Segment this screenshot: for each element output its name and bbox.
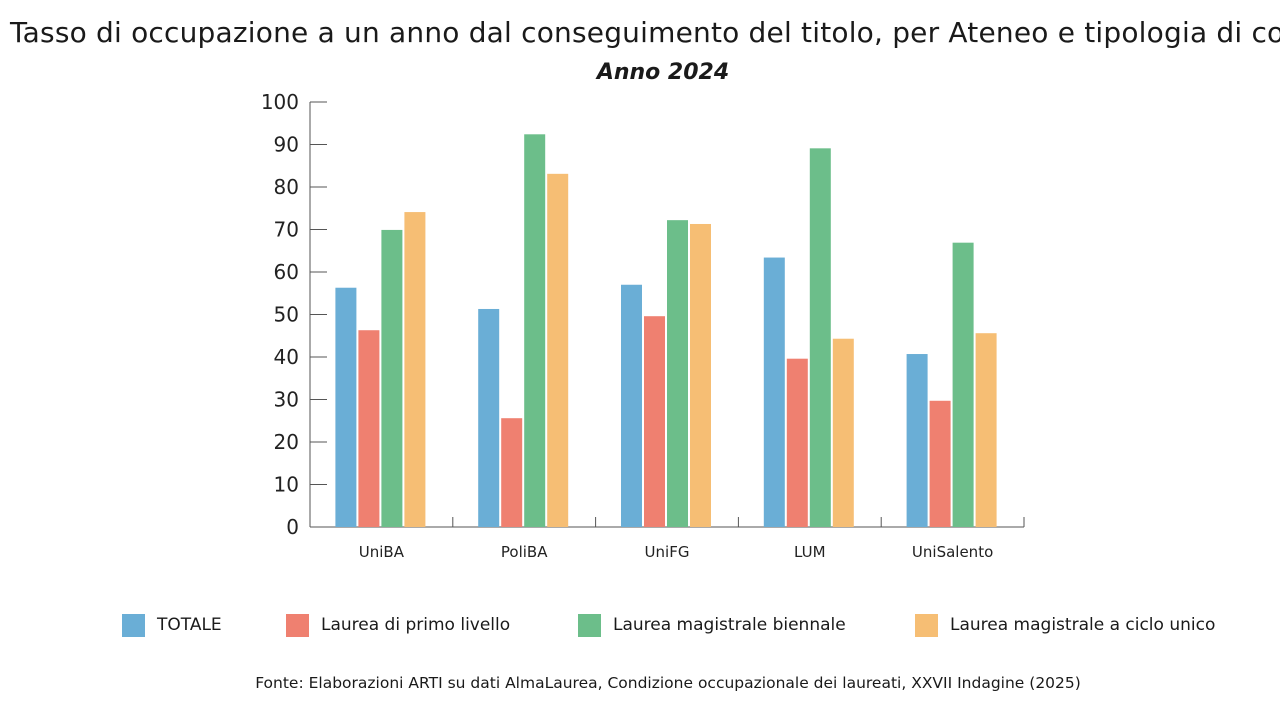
bar: [832, 338, 854, 527]
y-tick-label: 50: [274, 303, 299, 327]
bar: [786, 358, 808, 527]
bar: [335, 287, 357, 527]
legend-item: Laurea magistrale biennale: [578, 611, 846, 639]
bar: [358, 330, 380, 527]
bar: [929, 400, 951, 527]
bar: [975, 333, 997, 527]
legend-label: Laurea di primo livello: [321, 615, 511, 635]
y-tick-label: 30: [274, 388, 299, 412]
y-tick-label: 10: [274, 473, 299, 497]
bar: [763, 257, 785, 527]
bar: [690, 223, 711, 527]
bar: [644, 316, 665, 527]
x-tick-label: LUM: [794, 543, 826, 561]
bar: [381, 229, 403, 528]
source-note: Fonte: Elaborazioni ARTI su dati AlmaLau…: [255, 674, 1081, 692]
y-tick-label: 60: [274, 260, 299, 284]
bar: [547, 173, 569, 527]
y-tick-label: 100: [261, 90, 299, 114]
x-tick-label: UniSalento: [912, 543, 993, 561]
bar: [621, 284, 642, 527]
y-tick-label: 40: [274, 345, 299, 369]
bar: [404, 212, 426, 527]
legend-label: Laurea magistrale a ciclo unico: [950, 615, 1216, 635]
bar: [667, 220, 688, 527]
legend-item: Laurea di primo livello: [286, 611, 510, 639]
chart-title: Tasso di occupazione a un anno dal conse…: [10, 16, 1280, 49]
legend-item: TOTALE: [122, 611, 222, 639]
legend-swatch: [915, 613, 938, 637]
chart-subtitle: Anno 2024: [596, 60, 730, 85]
legend-label: TOTALE: [157, 615, 222, 635]
legend-swatch: [578, 613, 601, 637]
legend-swatch: [122, 613, 145, 637]
bar: [906, 354, 928, 527]
y-tick-label: 70: [274, 218, 299, 242]
legend-label: Laurea magistrale biennale: [613, 615, 846, 635]
bar: [809, 148, 831, 527]
legend-swatch: [286, 613, 309, 637]
x-tick-label: UniFG: [645, 543, 690, 561]
x-tick-label: UniBA: [359, 543, 405, 561]
y-tick-label: 20: [274, 430, 299, 454]
legend: TOTALE Laurea di primo livello Laurea magi…: [0, 611, 1280, 639]
bar: [952, 242, 974, 528]
bar: [524, 134, 546, 528]
bar: [501, 418, 523, 527]
y-tick-label: 0: [286, 515, 299, 539]
y-tick-label: 80: [274, 175, 299, 199]
bar: [478, 308, 500, 527]
bar-chart: 0 10 20 30 40 50 60 70 80 90 100 UniBA PoliBA UniFG LU…: [261, 90, 1025, 561]
x-tick-label: PoliBA: [501, 543, 548, 561]
y-tick-label: 90: [274, 133, 299, 157]
legend-item: Laurea magistrale a ciclo unico: [915, 611, 1215, 639]
